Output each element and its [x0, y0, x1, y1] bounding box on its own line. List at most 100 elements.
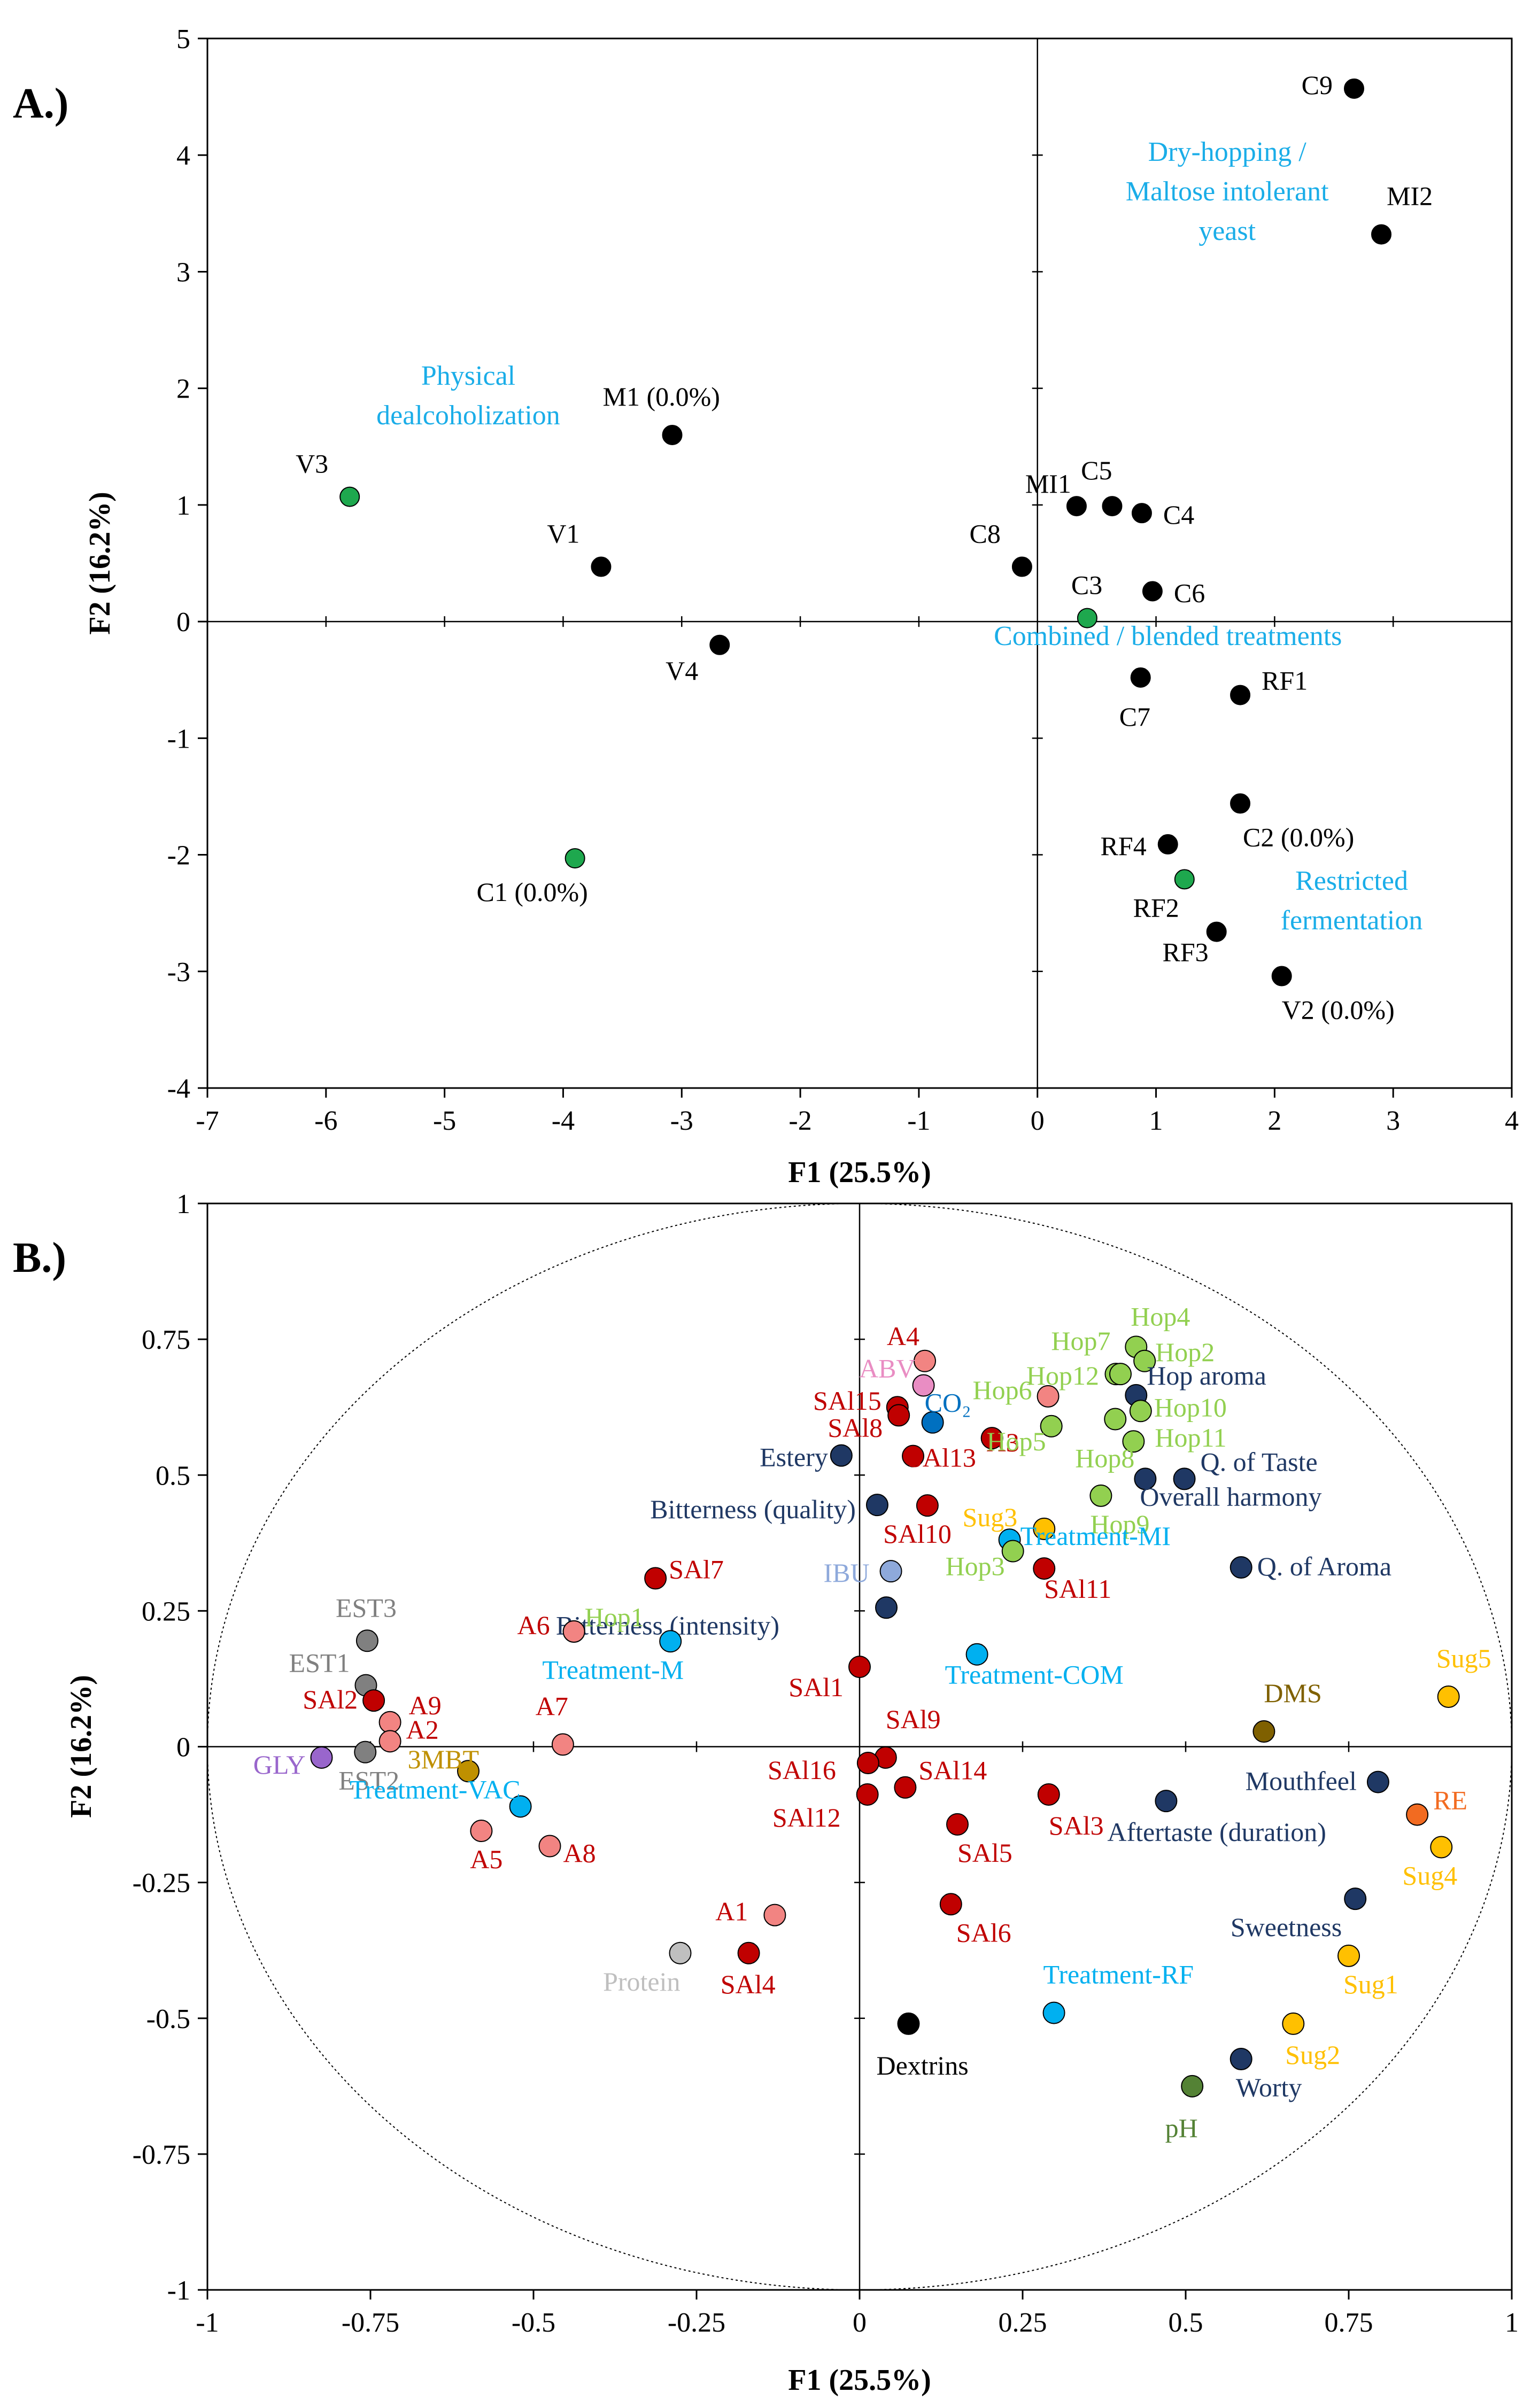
data-point [1089, 1484, 1112, 1507]
treatment-group-label: Physical dealcoholization [376, 361, 560, 431]
data-point [965, 1643, 988, 1666]
x-tick-label: 4 [1505, 1106, 1519, 1136]
data-point [1181, 2075, 1204, 2098]
data-point [1173, 1467, 1196, 1490]
data-point [538, 1835, 561, 1858]
data-point-label: V2 (0.0%) [1282, 995, 1395, 1025]
data-point [1371, 224, 1391, 245]
data-point-label: C9 [1302, 70, 1333, 100]
y-tick-label: 0.25 [142, 1596, 190, 1627]
data-point [355, 1629, 378, 1652]
data-point [946, 1813, 969, 1836]
y-tick-label: 4 [176, 141, 190, 171]
y-tick-label: -2 [167, 841, 190, 871]
x-tick-label: 0.5 [1169, 2308, 1203, 2338]
data-point-label: A9 [409, 1690, 442, 1720]
data-point-label: SAl4 [721, 1969, 776, 1999]
panel-a-points: C9 MI2 M1 (0.0%) V3 V1 MI1 C5 C4 C8 C3 C6 V4 C7 RF1 C2… [296, 70, 1433, 1025]
data-point [939, 1893, 962, 1916]
data-point [1033, 1557, 1056, 1580]
data-point [1282, 2012, 1305, 2035]
data-point-label: Q. of Aroma [1257, 1551, 1391, 1581]
data-point-label: A8 [563, 1838, 596, 1868]
data-point [1344, 1887, 1367, 1910]
data-point-label: Hop aroma [1147, 1361, 1266, 1391]
data-point [830, 1444, 853, 1467]
data-point-label: MI1 [1025, 469, 1071, 499]
data-point-label: SAl9 [886, 1704, 941, 1734]
y-tick-label: 5 [176, 24, 190, 55]
y-tick-label: 0 [176, 1733, 190, 1763]
data-point-label: Treatment-COM [945, 1660, 1124, 1690]
data-point [1366, 1770, 1389, 1793]
data-point [1122, 1430, 1145, 1453]
data-point [1230, 2047, 1252, 2070]
y-tick-label: 0 [176, 607, 190, 638]
data-point-label: EST2 [338, 1766, 399, 1796]
data-point-label: Treatment-VAC [350, 1774, 520, 1804]
data-point [887, 1404, 910, 1427]
data-point [1011, 556, 1032, 577]
data-point [562, 1620, 585, 1643]
y-tick-label: -1 [167, 2275, 190, 2306]
data-point [1109, 1363, 1132, 1386]
data-point-label: SAl7 [669, 1554, 724, 1584]
data-point-label: SAl15 [813, 1386, 882, 1416]
data-point [1155, 1790, 1178, 1813]
data-point [1230, 1556, 1252, 1579]
data-point-label: ABV [859, 1354, 916, 1384]
x-tick-label: -3 [670, 1106, 693, 1136]
data-point-label: MI2 [1387, 181, 1433, 211]
data-point [659, 1630, 682, 1653]
data-point [1271, 966, 1292, 986]
data-point [362, 1689, 385, 1712]
data-point [354, 1741, 377, 1764]
data-point-label: SAl12 [772, 1803, 841, 1832]
data-point [879, 1560, 902, 1583]
data-point [856, 1783, 879, 1806]
data-point [339, 486, 360, 507]
data-point [1033, 1517, 1056, 1540]
panel-a-plot-frame [206, 37, 1513, 1089]
data-point [914, 1349, 936, 1372]
data-point [980, 1427, 1003, 1450]
data-point [591, 556, 612, 577]
data-point-label: Q. of Taste [1201, 1447, 1318, 1477]
data-point-label: Hop1 [585, 1602, 644, 1632]
data-point-label: A3 [987, 1427, 1019, 1457]
data-point [1040, 1415, 1063, 1438]
data-point [1066, 496, 1087, 517]
data-point-label: Hop7 [1051, 1326, 1110, 1356]
data-point [1037, 1385, 1060, 1408]
panel-b-x-axis-title: F1 (25.5%) [788, 2364, 931, 2397]
x-tick-label: 0 [853, 2308, 867, 2338]
y-tick-label: 1 [176, 491, 190, 521]
data-point-label: A5 [470, 1844, 502, 1874]
data-point-label: Hop11 [1155, 1423, 1226, 1452]
x-tick-label: -5 [433, 1106, 456, 1136]
y-tick-label: -4 [167, 1074, 190, 1104]
x-tick-label: -6 [314, 1106, 337, 1136]
data-point-label: Hop6 [972, 1375, 1032, 1405]
y-tick-label: -0.75 [133, 2140, 190, 2170]
treatment-group-label: Dry-hopping / Maltose intolerant yeast [1126, 137, 1329, 246]
data-point [865, 1494, 888, 1517]
data-point [1230, 685, 1251, 705]
y-tick-label: 0.5 [156, 1461, 190, 1491]
x-tick-label: -7 [196, 1106, 219, 1136]
data-point-label: SAl13 [908, 1443, 976, 1473]
panel-b-y-axis-title: F2 (16.2%) [65, 1675, 98, 1818]
data-point-label: A7 [536, 1691, 568, 1721]
y-tick-label: -3 [167, 957, 190, 988]
data-point [1131, 503, 1152, 524]
data-point [921, 1411, 944, 1434]
data-point [1037, 1783, 1060, 1806]
data-point-label: SAl1 [788, 1672, 844, 1702]
treatment-group-label: Restricted fermentation [1281, 866, 1423, 936]
data-point-label: RE [1433, 1785, 1467, 1815]
data-point [709, 634, 730, 655]
data-point-label: A6 [517, 1610, 550, 1640]
data-point-label: Hop2 [1155, 1337, 1215, 1367]
